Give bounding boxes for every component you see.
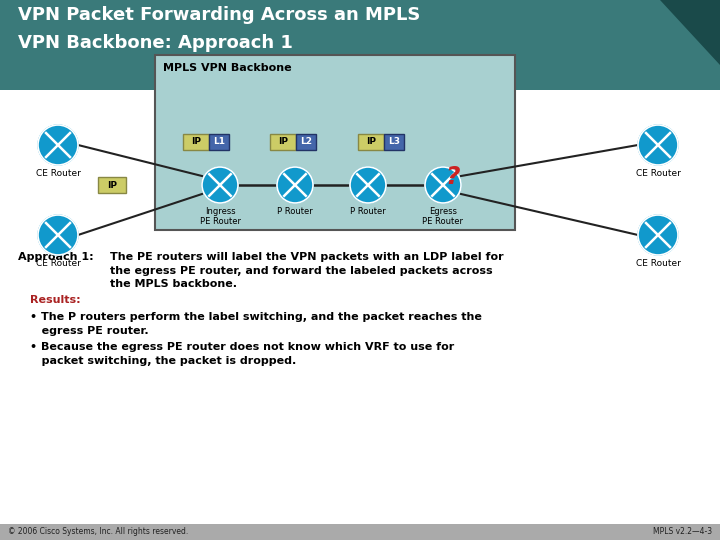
Circle shape	[277, 167, 313, 203]
Text: VPN Backbone: Approach 1: VPN Backbone: Approach 1	[18, 34, 293, 52]
Text: Approach 1:: Approach 1:	[18, 252, 94, 262]
FancyBboxPatch shape	[0, 524, 720, 540]
FancyBboxPatch shape	[270, 134, 296, 150]
FancyBboxPatch shape	[296, 134, 316, 150]
FancyBboxPatch shape	[209, 134, 229, 150]
Text: L2: L2	[300, 138, 312, 146]
Text: IP: IP	[366, 138, 376, 146]
Circle shape	[638, 215, 678, 255]
Text: CE Router: CE Router	[35, 259, 81, 268]
FancyBboxPatch shape	[0, 0, 720, 90]
FancyBboxPatch shape	[358, 134, 384, 150]
FancyBboxPatch shape	[98, 177, 126, 193]
Text: CE Router: CE Router	[636, 259, 680, 268]
Text: • Because the egress PE router does not know which VRF to use for
   packet swit: • Because the egress PE router does not …	[30, 342, 454, 366]
Text: © 2006 Cisco Systems, Inc. All rights reserved.: © 2006 Cisco Systems, Inc. All rights re…	[8, 528, 188, 537]
Text: MPLS VPN Backbone: MPLS VPN Backbone	[163, 63, 292, 73]
Text: CE Router: CE Router	[35, 169, 81, 178]
Text: Ingress
PE Router: Ingress PE Router	[199, 207, 240, 226]
Text: IP: IP	[191, 138, 201, 146]
Polygon shape	[660, 0, 720, 65]
FancyBboxPatch shape	[155, 55, 515, 230]
Text: IP: IP	[107, 180, 117, 190]
Circle shape	[350, 167, 386, 203]
Text: Results:: Results:	[30, 295, 81, 305]
FancyBboxPatch shape	[384, 134, 404, 150]
Text: CE Router: CE Router	[636, 169, 680, 178]
Text: L3: L3	[388, 138, 400, 146]
Text: VPN Packet Forwarding Across an MPLS: VPN Packet Forwarding Across an MPLS	[18, 6, 420, 24]
FancyBboxPatch shape	[183, 134, 209, 150]
Circle shape	[425, 167, 461, 203]
Text: ?: ?	[446, 165, 460, 189]
Circle shape	[202, 167, 238, 203]
Text: MPLS v2.2—4-3: MPLS v2.2—4-3	[653, 528, 712, 537]
Text: P Router: P Router	[277, 207, 313, 216]
Text: IP: IP	[278, 138, 288, 146]
Text: • The P routers perform the label switching, and the packet reaches the
   egres: • The P routers perform the label switch…	[30, 312, 482, 335]
Text: L1: L1	[213, 138, 225, 146]
Text: P Router: P Router	[350, 207, 386, 216]
Circle shape	[38, 125, 78, 165]
Text: Egress
PE Router: Egress PE Router	[423, 207, 464, 226]
Circle shape	[638, 125, 678, 165]
Circle shape	[38, 215, 78, 255]
Text: The PE routers will label the VPN packets with an LDP label for
the egress PE ro: The PE routers will label the VPN packet…	[110, 252, 503, 289]
